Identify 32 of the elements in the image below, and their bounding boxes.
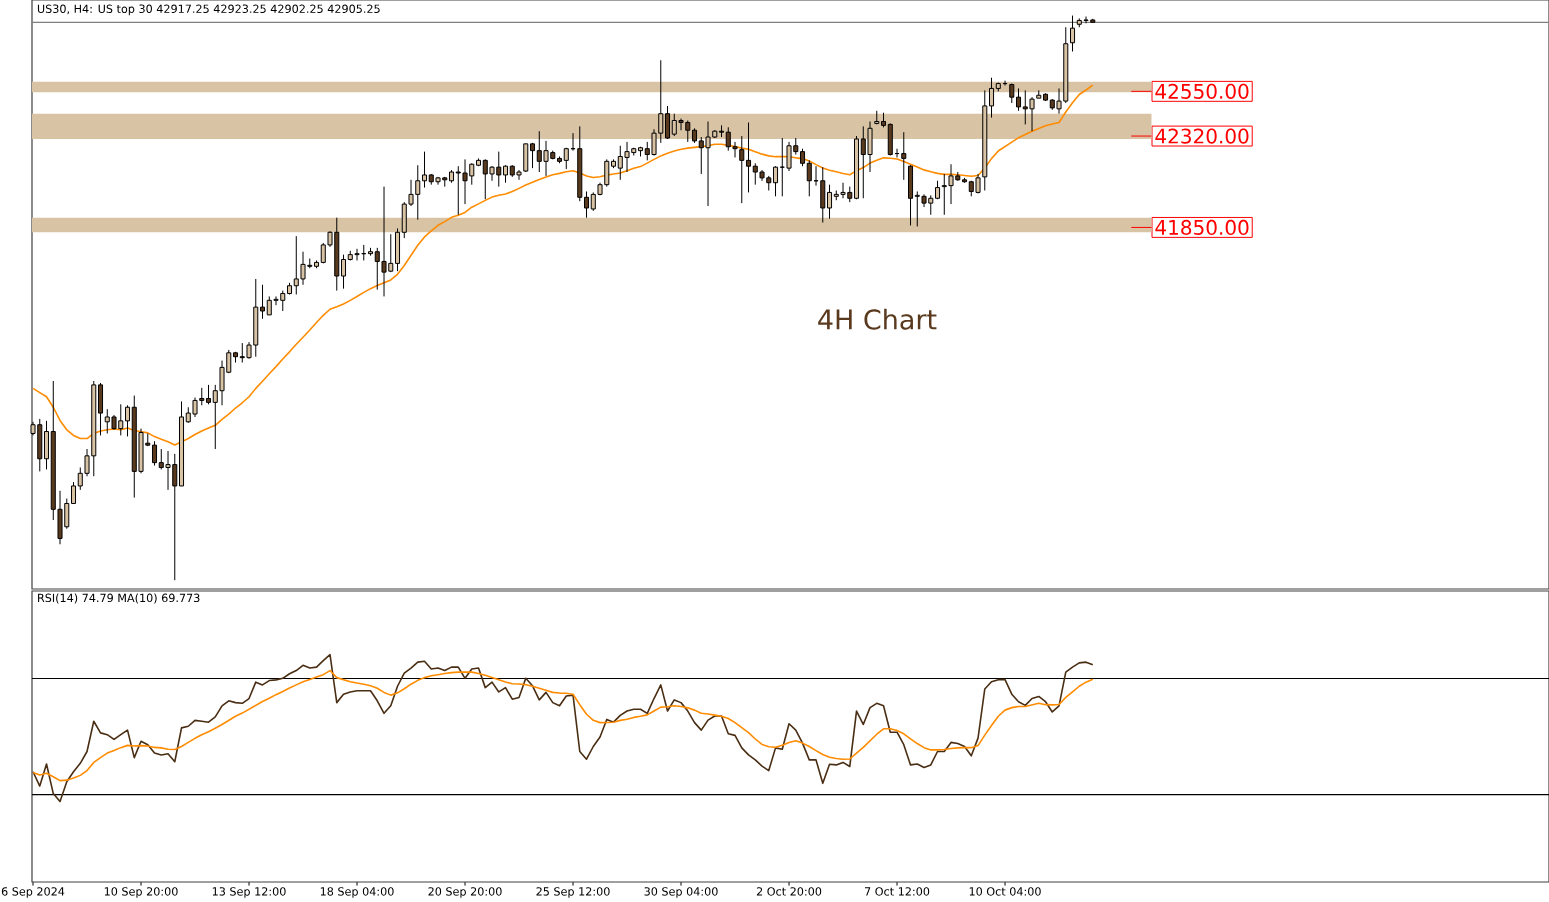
x-tick-label: 13 Sep 12:00 [212,887,286,898]
candlestick [745,121,752,193]
x-tick-label: 10 Oct 04:00 [969,887,1041,896]
x-tick-label: 7 Oct 12:00 [864,887,930,896]
candlestick [806,159,812,197]
candlestick [529,142,536,169]
candlestick [259,284,266,320]
candlestick [739,135,745,204]
x-tick-label: 25 Sep 12:00 [536,887,610,898]
x-tick-label: 20 Sep 20:00 [428,887,502,898]
annotation: 4H Chart [818,308,937,330]
x-tick-label: 30 Sep 04:00 [644,887,718,898]
x-tick-label: 18 Sep 04:00 [320,887,394,898]
candlestick [772,165,779,197]
y-tick-label: 42320.00 [1155,128,1249,144]
y-tick-label: 41850.00 [1155,219,1249,235]
x-tick-label: 2 Oct 20:00 [756,887,822,896]
chart-title: US30, H4: US top 30 42917.25 42923.25 42902.25 42905.25 [37,4,380,16]
candlestick [1016,87,1022,112]
candlestick [901,131,907,181]
candlestick [583,190,590,219]
x-tick-label: 10 Sep 20:00 [104,887,178,898]
candlestick [340,254,347,290]
candlestick [205,384,212,405]
chart-title: RSI(14) 74.79 MA(10) 69.773 [38,593,200,604]
candlestick [421,151,428,189]
candlestick [124,404,131,437]
candlestick [70,481,77,504]
y-tick-label: 42550.00 [1155,83,1249,99]
candlestick [151,440,158,467]
candlestick [1070,15,1076,53]
x-tick-label: 6 Sep 2024 [1,887,65,898]
